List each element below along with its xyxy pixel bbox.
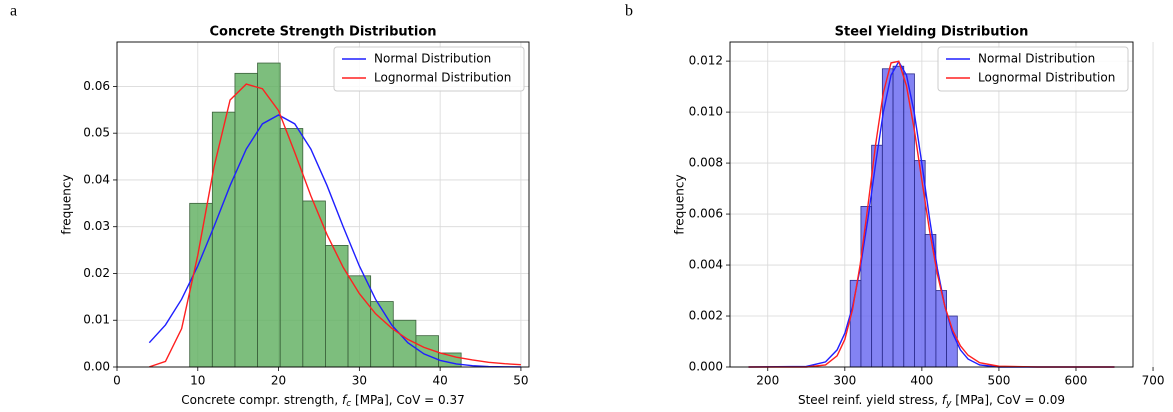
y-tick-label: 0.06 — [83, 79, 110, 93]
x-tick-label: 40 — [432, 374, 447, 388]
y-tick-label: 0.00 — [83, 360, 110, 374]
histogram-bar — [392, 319, 417, 368]
line-series — [148, 114, 521, 368]
x-axis-label-part: Concrete compr. strength, — [181, 393, 342, 407]
histogram-bar — [881, 68, 894, 368]
legend-box — [333, 46, 525, 92]
x-axis-label-part: f — [342, 393, 348, 407]
chart-title: Steel Yielding Distribution — [835, 25, 1029, 40]
legend-label: Normal Distribution — [374, 52, 491, 66]
x-axis-label-part: [MPa], CoV = 0.37 — [351, 393, 465, 407]
line-series — [748, 60, 1115, 368]
histogram-bar — [189, 202, 213, 368]
y-tick-label: 0.002 — [689, 309, 723, 323]
histogram-bar — [892, 65, 905, 368]
y-tick-label: 0.004 — [689, 258, 723, 272]
x-axis-label-part: Steel reinf. yield stress, — [798, 393, 942, 407]
histogram-bar — [302, 200, 326, 368]
legend-box — [937, 46, 1129, 92]
x-tick-label: 700 — [1142, 374, 1165, 388]
y-tick-label: 0.008 — [689, 156, 723, 170]
y-tick-label: 0.000 — [689, 360, 723, 374]
line-series — [748, 60, 1115, 368]
y-tick-label: 0.05 — [83, 126, 110, 140]
plot-frame — [116, 41, 530, 368]
y-tick-label: 0.02 — [83, 266, 110, 280]
y-tick-label: 0.04 — [83, 172, 110, 186]
histogram-bar — [935, 290, 948, 368]
x-tick-label: 30 — [352, 374, 367, 388]
panel-label: b — [625, 3, 633, 20]
chart-title: Concrete Strength Distribution — [209, 25, 436, 40]
panel-label: a — [10, 3, 17, 20]
y-tick-label: 0.03 — [83, 219, 110, 233]
x-tick-label: 400 — [910, 374, 933, 388]
y-axis-label: frequency — [60, 174, 74, 234]
x-tick-label: 0 — [113, 374, 121, 388]
x-axis-label-part: f — [942, 393, 948, 407]
y-tick-label: 0.006 — [689, 207, 723, 221]
histogram-bar — [347, 275, 372, 368]
x-tick-label: 20 — [271, 374, 286, 388]
x-tick-label: 50 — [513, 374, 528, 388]
plot-frame — [729, 41, 1134, 368]
x-tick-label: 10 — [190, 374, 205, 388]
x-axis-label-part: y — [945, 399, 952, 409]
x-tick-label: 600 — [1065, 374, 1088, 388]
histogram-bar — [211, 111, 236, 368]
x-axis-label: Steel reinf. yield stress, fy [MPa], CoV… — [798, 393, 1065, 409]
line-series — [149, 83, 521, 368]
x-tick-label: 500 — [987, 374, 1010, 388]
x-axis-label-part: c — [346, 399, 351, 409]
histogram-bar — [946, 315, 958, 368]
legend-label: Normal Distribution — [978, 52, 1095, 66]
x-axis-label: Concrete compr. strength, fc [MPa], CoV … — [181, 393, 465, 409]
histogram-bar — [234, 72, 258, 368]
y-tick-label: 0.012 — [689, 54, 723, 68]
legend-label: Lognormal Distribution — [374, 71, 511, 85]
y-tick-label: 0.010 — [689, 105, 723, 119]
y-tick-label: 0.01 — [83, 313, 110, 327]
x-axis-label-part: [MPa], CoV = 0.09 — [951, 393, 1065, 407]
legend-label: Lognormal Distribution — [978, 71, 1115, 85]
x-tick-label: 200 — [756, 374, 779, 388]
y-axis-label: frequency — [673, 174, 687, 234]
histogram-bar — [325, 245, 349, 368]
x-tick-label: 300 — [833, 374, 856, 388]
